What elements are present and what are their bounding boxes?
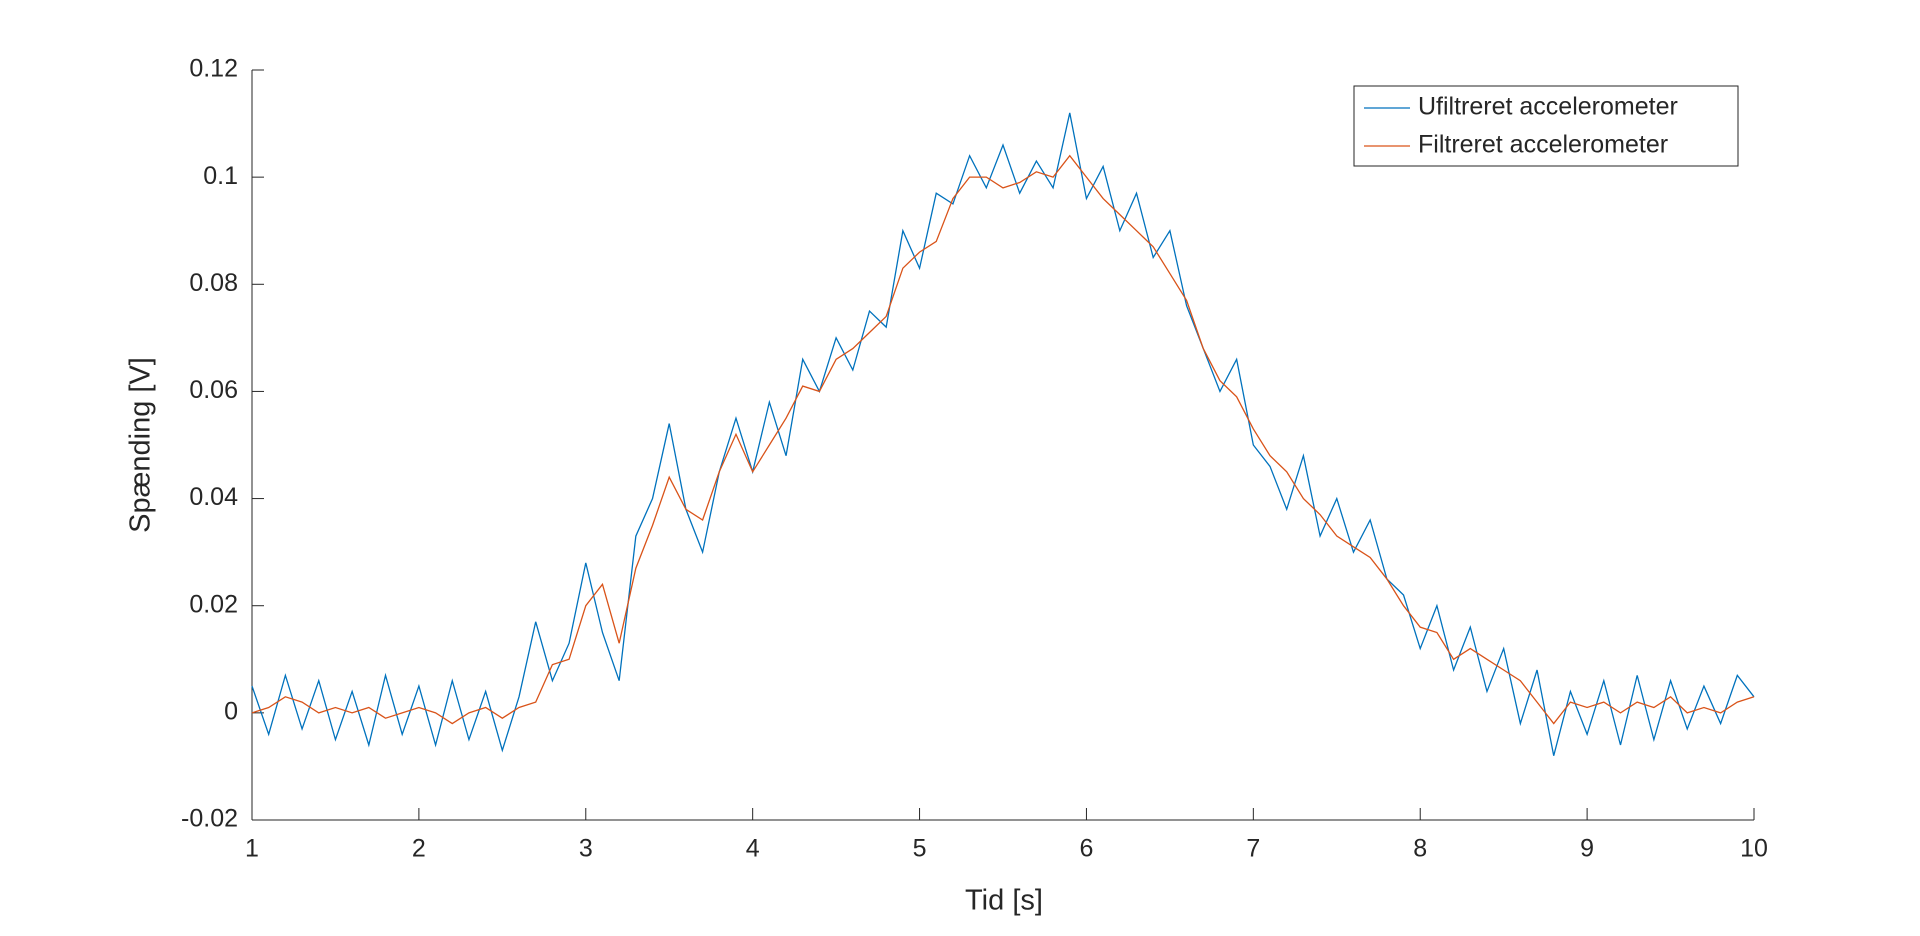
x-tick-label: 7 — [1246, 835, 1260, 863]
legend-box — [1353, 85, 1739, 167]
x-tick-label: 5 — [913, 835, 927, 863]
y-tick-label: 0.12 — [189, 55, 238, 83]
x-tick-label: 2 — [412, 835, 426, 863]
y-axis-label: Spænding [V] — [125, 357, 157, 533]
x-tick-label: 4 — [746, 835, 760, 863]
x-tick-label: 9 — [1580, 835, 1594, 863]
x-tick-label: 10 — [1740, 835, 1768, 863]
y-tick-label: 0.02 — [189, 590, 238, 618]
x-tick-label: 1 — [245, 835, 259, 863]
legend-label: Ufiltreret accelerometer — [1418, 93, 1678, 121]
y-tick-label: -0.02 — [181, 805, 238, 833]
y-tick-label: 0.04 — [189, 483, 238, 511]
x-tick-label: 8 — [1413, 835, 1427, 863]
x-axis-label: Tid [s] — [965, 885, 1043, 917]
legend: Ufiltreret accelerometer Filtreret accele… — [1353, 85, 1739, 167]
data-line — [251, 154, 1755, 725]
x-tick-label: 6 — [1079, 835, 1093, 863]
y-tick-label: 0.1 — [203, 162, 238, 190]
legend-label: Filtreret accelerometer — [1418, 131, 1668, 159]
x-tick-label: 3 — [579, 835, 593, 863]
y-tick-label: 0.08 — [189, 269, 238, 297]
data-line — [251, 112, 1755, 756]
y-tick-label: 0.06 — [189, 376, 238, 404]
y-tick-label: 0 — [224, 697, 238, 725]
